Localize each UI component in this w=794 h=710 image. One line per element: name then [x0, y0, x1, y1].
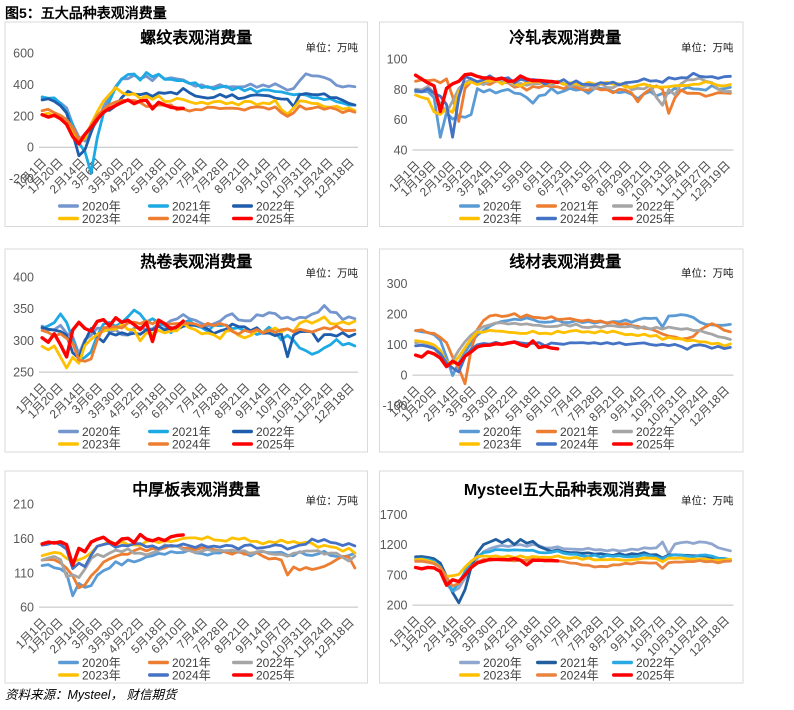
svg-text:2023年: 2023年	[483, 438, 522, 452]
svg-text:冷轧表观消费量: 冷轧表观消费量	[509, 28, 621, 47]
svg-text:2022年: 2022年	[256, 656, 295, 670]
svg-text:100: 100	[387, 338, 408, 352]
svg-text:2020年: 2020年	[82, 425, 121, 439]
svg-text:线材表观消费量: 线材表观消费量	[509, 252, 621, 271]
svg-text:0: 0	[401, 369, 408, 383]
svg-text:2020年: 2020年	[483, 656, 522, 670]
svg-text:60: 60	[20, 601, 34, 615]
svg-text:160: 160	[13, 532, 34, 546]
svg-text:200: 200	[387, 307, 408, 321]
svg-text:2025年: 2025年	[256, 669, 295, 683]
svg-text:40: 40	[394, 144, 408, 158]
svg-text:2023年: 2023年	[483, 669, 522, 683]
svg-text:2020年: 2020年	[82, 656, 121, 670]
svg-text:110: 110	[14, 566, 34, 580]
svg-text:0: 0	[27, 141, 34, 155]
svg-text:60: 60	[394, 113, 408, 127]
svg-text:2023年: 2023年	[82, 438, 121, 452]
svg-text:200: 200	[13, 109, 34, 123]
svg-text:600: 600	[13, 47, 34, 61]
svg-text:2024年: 2024年	[560, 212, 599, 226]
svg-text:2023年: 2023年	[82, 212, 121, 226]
svg-text:2020年: 2020年	[483, 425, 522, 439]
svg-text:2023年: 2023年	[483, 212, 522, 226]
svg-text:单位：万吨: 单位：万吨	[306, 494, 359, 507]
svg-text:300: 300	[387, 277, 408, 291]
svg-text:2021年: 2021年	[172, 425, 211, 439]
svg-text:2024年: 2024年	[172, 669, 211, 683]
svg-text:1700: 1700	[380, 508, 408, 522]
svg-text:-200: -200	[9, 172, 34, 186]
svg-text:2020年: 2020年	[82, 200, 121, 214]
svg-text:2023年: 2023年	[82, 669, 121, 683]
svg-text:2025年: 2025年	[636, 212, 675, 226]
svg-text:2022年: 2022年	[256, 425, 295, 439]
svg-text:中厚板表观消费量: 中厚板表观消费量	[132, 480, 260, 499]
svg-text:700: 700	[387, 568, 408, 582]
svg-text:250: 250	[13, 366, 34, 380]
svg-text:2024年: 2024年	[560, 438, 599, 452]
svg-text:单位：万吨: 单位：万吨	[681, 494, 734, 507]
svg-text:2024年: 2024年	[172, 438, 211, 452]
svg-text:-100: -100	[382, 399, 407, 413]
svg-text:2025年: 2025年	[636, 669, 675, 683]
svg-text:2025年: 2025年	[636, 438, 675, 452]
svg-text:单位：万吨: 单位：万吨	[306, 41, 359, 54]
svg-text:2022年: 2022年	[636, 656, 675, 670]
svg-text:单位：万吨: 单位：万吨	[681, 267, 734, 280]
svg-text:200: 200	[387, 599, 408, 613]
svg-text:2020年: 2020年	[483, 200, 522, 214]
svg-text:2021年: 2021年	[172, 656, 211, 670]
svg-text:210: 210	[13, 498, 34, 512]
svg-text:2021年: 2021年	[560, 425, 599, 439]
svg-text:350: 350	[13, 302, 34, 316]
svg-text:400: 400	[13, 78, 34, 92]
svg-text:80: 80	[394, 83, 408, 97]
svg-text:2022年: 2022年	[636, 425, 675, 439]
svg-text:2024年: 2024年	[560, 669, 599, 683]
svg-text:2021年: 2021年	[172, 200, 211, 214]
svg-text:单位：万吨: 单位：万吨	[681, 41, 734, 54]
svg-text:2021年: 2021年	[560, 656, 599, 670]
svg-text:资料来源：Mysteel， 财信期货: 资料来源：Mysteel， 财信期货	[5, 688, 178, 702]
svg-text:Mysteel五大品种表观消费量: Mysteel五大品种表观消费量	[464, 480, 667, 499]
svg-text:1200: 1200	[380, 538, 408, 552]
svg-text:单位：万吨: 单位：万吨	[306, 267, 359, 280]
svg-text:图5：五大品种表观消费量: 图5：五大品种表观消费量	[5, 5, 167, 21]
svg-text:400: 400	[13, 271, 34, 285]
svg-text:2022年: 2022年	[636, 200, 675, 214]
svg-text:热卷表观消费量: 热卷表观消费量	[140, 252, 252, 271]
svg-text:2025年: 2025年	[256, 438, 295, 452]
svg-text:300: 300	[13, 334, 34, 348]
svg-text:100: 100	[387, 53, 408, 67]
svg-text:2025年: 2025年	[256, 212, 295, 226]
svg-text:2021年: 2021年	[560, 200, 599, 214]
svg-text:螺纹表观消费量: 螺纹表观消费量	[140, 28, 252, 47]
svg-text:2024年: 2024年	[172, 212, 211, 226]
svg-text:2022年: 2022年	[256, 200, 295, 214]
